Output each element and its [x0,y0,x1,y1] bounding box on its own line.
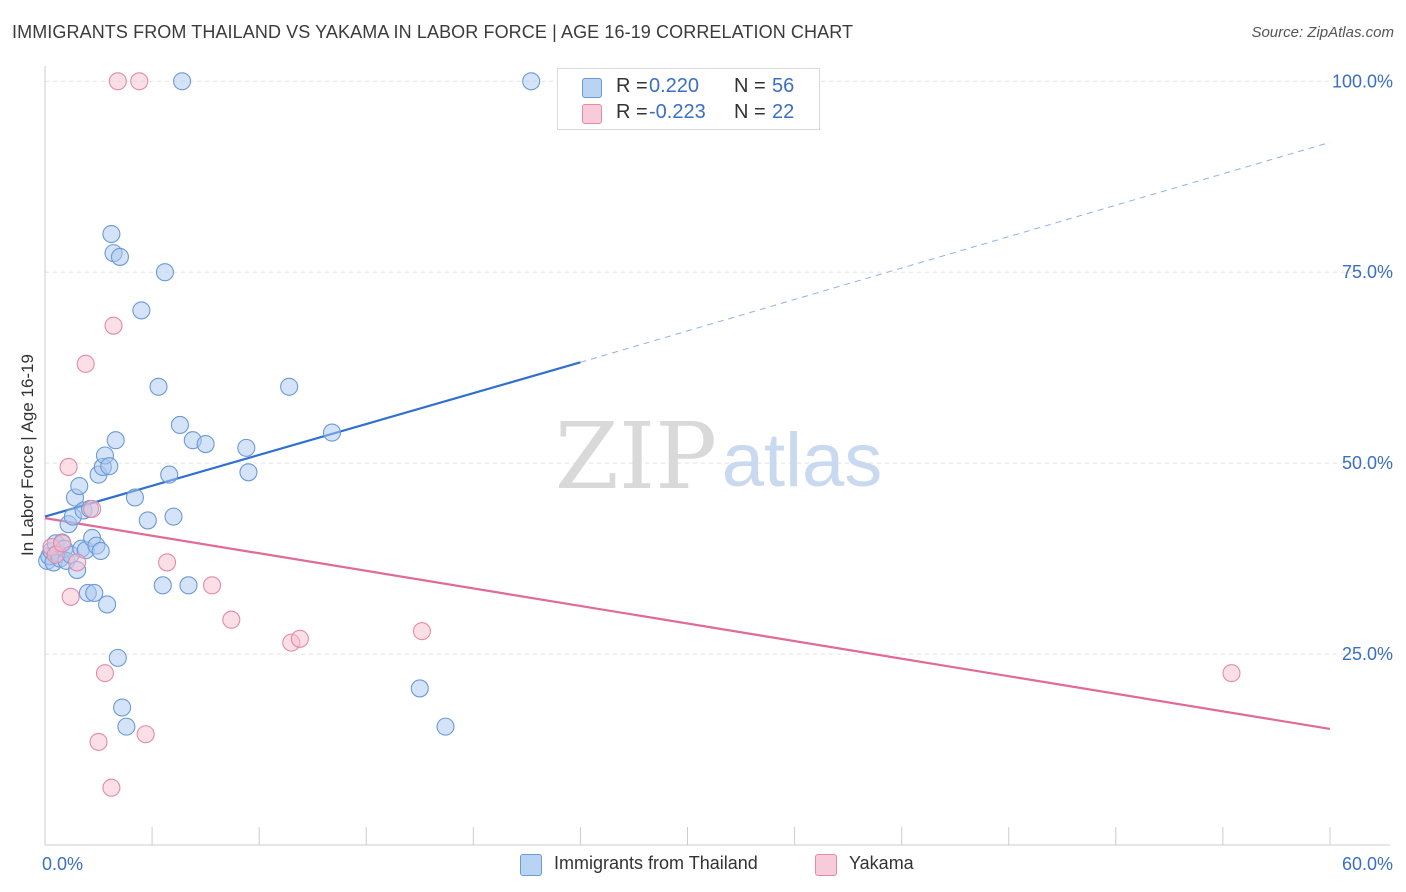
point-thailand [179,576,198,595]
y-tick-label: 50.0% [1342,453,1393,473]
point-thailand [173,72,192,91]
point-thailand [170,415,189,435]
point-thailand [106,431,125,450]
point-thailand [117,717,136,736]
legend-n-value: 56 [772,75,795,97]
point-yakama [222,610,241,629]
chart-title: IMMIGRANTS FROM THAILAND VS YAKAMA IN LA… [12,22,854,42]
point-thailand [522,72,541,91]
trend-line-yakama [44,517,1331,730]
legend-r-value: -0.223 [649,101,706,123]
point-yakama [104,316,123,335]
legend-r-label: R = [616,75,648,97]
legend-swatch-blue [582,78,602,98]
point-thailand [196,434,215,454]
point-thailand [155,263,174,282]
point-thailand [132,301,151,320]
point-yakama [76,354,95,373]
legend-n-label: N = [734,101,766,123]
y-tick-label: 100.0% [1332,71,1393,91]
legend-swatch-blue [520,854,542,876]
point-yakama [158,553,177,572]
gridlines [45,80,1390,655]
point-yakama [412,622,431,641]
point-thailand [239,463,258,482]
watermark-zip: ZIP [555,403,717,510]
point-yakama [136,725,155,744]
source-label: Source: ZipAtlas.com [1251,24,1394,41]
legend-label-yakama: Yakama [849,853,914,873]
point-yakama [53,534,72,553]
point-thailand [153,576,172,595]
tick-labels: 25.0% 50.0% 75.0% 100.0% 0.0% 60.0% [42,71,1393,874]
point-yakama [83,499,102,519]
point-thailand [410,679,429,698]
legend-swatch-pink [582,104,602,124]
point-yakama [108,72,127,91]
legend-r-label: R = [616,101,648,123]
data-points [38,72,1241,797]
legend-r-value: 0.220 [649,75,700,97]
point-yakama [130,72,149,91]
trend-line-thailand-extension [580,141,1331,363]
legend-n-label: N = [734,75,766,97]
point-thailand [164,507,183,526]
legend-label-thailand: Immigrants from Thailand [554,853,758,873]
point-yakama [102,778,121,797]
point-thailand [85,583,104,603]
point-yakama [68,553,87,572]
trend-line-thailand [44,361,581,518]
x-tick-label-max: 60.0% [1342,854,1393,874]
point-yakama [290,629,309,648]
watermark: ZIP atlas [555,403,882,510]
point-thailand [102,224,121,244]
point-yakama [203,576,222,595]
point-thailand [70,476,89,496]
point-thailand [322,423,342,442]
point-yakama [95,664,115,683]
point-thailand [110,247,130,266]
y-tick-label: 75.0% [1342,262,1393,282]
y-tick-label: 25.0% [1342,644,1393,664]
axes [44,66,1390,846]
x-tick-label-min: 0.0% [42,854,83,874]
legend-swatch-pink [815,854,837,876]
point-thailand [149,377,168,396]
point-yakama [59,457,78,477]
point-thailand [113,698,132,717]
point-thailand [237,438,256,457]
point-thailand [138,511,157,530]
point-thailand [160,465,179,484]
point-thailand [436,717,455,736]
point-thailand [108,648,127,667]
point-thailand [280,377,299,396]
point-thailand [91,541,110,561]
point-thailand [98,595,117,614]
point-yakama [1222,664,1241,683]
point-thailand [125,488,144,507]
watermark-atlas: atlas [722,418,883,503]
point-yakama [89,732,108,751]
point-thailand [100,457,119,476]
correlation-legend: R = 0.220 N = 56 R = -0.223 N = 22 [557,68,820,130]
point-yakama [61,587,80,606]
legend-n-value: 22 [772,101,795,123]
